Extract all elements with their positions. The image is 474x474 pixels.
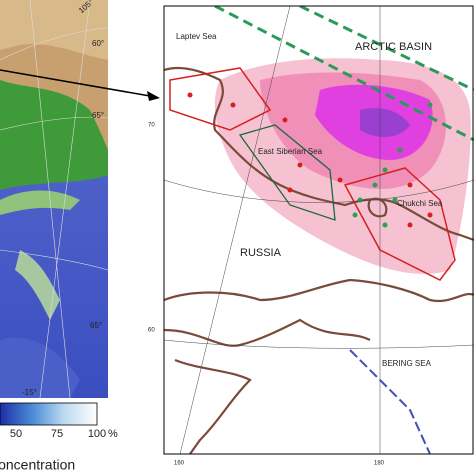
region-label: Chukchi Sea <box>397 199 443 208</box>
colorbar-tick: 100 <box>88 428 106 440</box>
arrow <box>0 69 160 101</box>
colorbar-tick: 75 <box>51 428 63 440</box>
graticule-label: 65° <box>90 321 102 330</box>
colorbar-tick: 50 <box>10 428 22 440</box>
region-label: East Siberian Sea <box>258 147 323 156</box>
right-map: Laptev Sea ARCTIC BASIN East Siberian Se… <box>164 6 474 454</box>
left-map: 105° 60° 65° 65° -15° <box>0 0 109 399</box>
colorbar-unit: % <box>108 428 118 440</box>
colorbar: 50 75 100 % Concentration <box>0 402 118 473</box>
colorbar-label: Concentration <box>0 457 75 473</box>
region-label: Laptev Sea <box>176 32 217 41</box>
region-label: RUSSIA <box>240 247 282 259</box>
lon-label: 180 <box>374 461 385 467</box>
graticule-label: 60° <box>92 39 104 48</box>
region-label: ARCTIC BASIN <box>355 41 432 53</box>
lon-label: 160 <box>174 461 185 467</box>
lat-label: 70 <box>148 123 155 129</box>
graticule-label: 65° <box>92 111 104 120</box>
lat-label: 60 <box>148 328 155 334</box>
graticule-label: -15° <box>22 388 37 397</box>
region-label: BERING SEA <box>382 359 432 368</box>
panel-frame <box>163 5 474 455</box>
